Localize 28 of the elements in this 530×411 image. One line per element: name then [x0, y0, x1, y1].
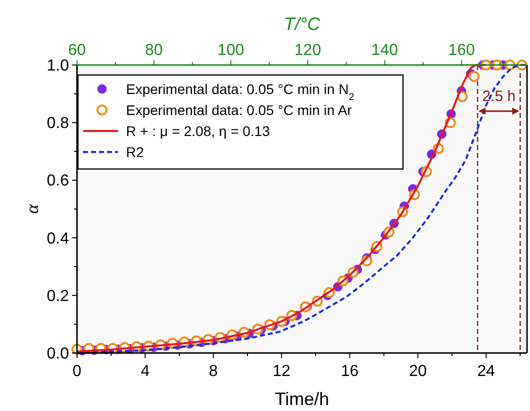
x-tick-label: 24	[477, 363, 496, 380]
x2-tick-label: 160	[448, 42, 476, 59]
x2-axis-title: T/°C	[284, 14, 322, 34]
y-tick-label: 0.4	[46, 230, 70, 248]
x2-tick-label: 60	[68, 42, 86, 59]
y-tick-label: 0.6	[46, 172, 70, 190]
x-tick-label: 0	[72, 363, 82, 380]
y-axis-title: α	[22, 204, 42, 214]
legend-label: Experimental data: 0.05 °C min in N$_{2}$	[126, 81, 354, 102]
x-tick-label: 16	[340, 363, 359, 380]
y-tick-label: 0.2	[46, 288, 70, 305]
x-tick-label: 20	[409, 363, 427, 380]
legend-label: Experimental data: 0.05 °C min in Ar	[126, 102, 352, 118]
y-tick-label: 0.8	[46, 115, 70, 132]
y-tick-label: 0.0	[46, 346, 70, 362]
x-tick-label: 12	[272, 363, 291, 380]
x-axis-title: Time/h	[274, 389, 330, 409]
y-tick-label: 1.0	[46, 58, 70, 74]
x2-tick-label: 140	[371, 42, 398, 59]
x2-tick-label: 80	[145, 42, 163, 59]
legend-label: R2	[126, 144, 144, 160]
x2-tick-label: 120	[294, 42, 322, 59]
x-tick-label: 4	[140, 363, 150, 380]
x-tick-label: 8	[208, 363, 218, 380]
legend-label: R + : μ = 2.08, η = 0.13	[126, 123, 270, 139]
x2-tick-label: 100	[217, 42, 244, 59]
point	[468, 71, 480, 82]
annotation: 2.5 h	[482, 88, 516, 106]
